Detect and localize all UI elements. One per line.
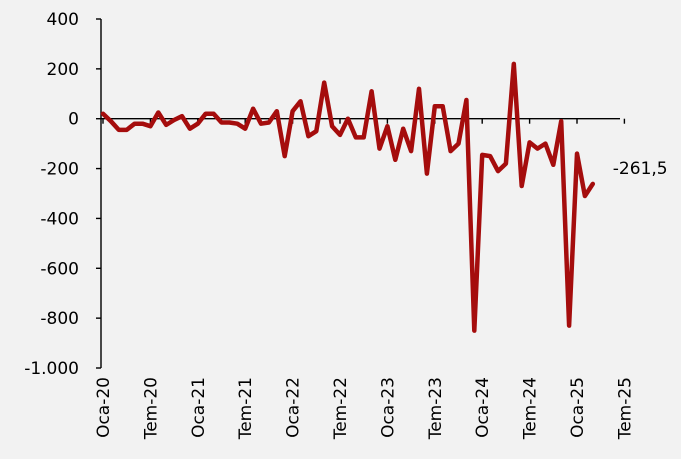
data-point — [260, 123, 262, 125]
data-point — [489, 155, 491, 157]
data-point — [331, 125, 333, 127]
x-axis: Oca-20 Tem-20 Oca-21 Tem-21 Oca-22 Tem-22 Oca-… — [94, 118, 635, 440]
data-point — [560, 120, 562, 122]
data-point — [363, 136, 365, 138]
data-point — [300, 100, 301, 102]
x-tick-label: Oca-20 — [94, 377, 114, 438]
x-tick-label: Oca-21 — [189, 377, 209, 438]
data-point — [347, 118, 349, 120]
data-point — [473, 330, 475, 332]
data-point — [197, 123, 199, 125]
y-tick-label: -1.000 — [24, 359, 79, 379]
data-point — [244, 128, 246, 130]
data-point — [410, 150, 412, 152]
data-point — [213, 113, 215, 115]
data-point — [418, 88, 420, 90]
x-tick-label: Oca-23 — [378, 377, 398, 438]
y-tick-label: -800 — [40, 309, 79, 329]
data-point — [292, 110, 294, 112]
data-point — [513, 63, 515, 65]
data-point — [102, 113, 104, 115]
data-point — [576, 153, 578, 155]
series-layer — [100, 61, 596, 333]
data-point — [426, 173, 428, 175]
data-point — [402, 128, 404, 130]
series-line — [100, 61, 596, 333]
data-point — [442, 105, 444, 107]
data-point — [205, 113, 207, 115]
data-point — [568, 325, 570, 327]
data-point — [181, 115, 183, 117]
data-point — [315, 130, 317, 132]
data-point — [323, 82, 325, 84]
x-tick-label: Oca-25 — [568, 377, 588, 438]
x-tick-label: Tem-25 — [615, 377, 635, 440]
data-point — [221, 122, 222, 123]
data-point — [189, 128, 191, 130]
x-tick-label: Oca-24 — [473, 377, 493, 438]
data-point — [394, 159, 396, 161]
data-point — [371, 90, 373, 92]
data-point — [307, 135, 309, 137]
data-point — [118, 129, 120, 131]
data-point — [458, 143, 459, 145]
x-tick-label: Tem-22 — [331, 377, 351, 440]
y-axis: 400 200 0 -200 -400 -600 -800 -1.000 — [24, 10, 102, 379]
data-point — [110, 120, 112, 122]
data-point — [497, 170, 499, 172]
data-point — [134, 123, 136, 125]
data-point — [236, 123, 238, 125]
y-tick-label: -200 — [40, 160, 79, 180]
data-point — [505, 163, 507, 165]
data-point — [355, 136, 357, 138]
last-value-label: -261,5 — [613, 159, 668, 179]
data-point — [592, 183, 594, 185]
data-point — [537, 148, 538, 150]
y-tick-label: 0 — [68, 110, 79, 130]
data-point — [228, 122, 230, 123]
y-tick-label: -400 — [40, 209, 79, 229]
data-point — [386, 125, 388, 127]
data-point — [126, 129, 128, 131]
data-point — [142, 123, 143, 125]
data-point — [481, 154, 483, 156]
data-point — [149, 125, 151, 127]
data-point — [284, 155, 286, 157]
y-tick-label: -600 — [40, 259, 79, 279]
data-point — [584, 195, 586, 197]
data-point — [276, 110, 278, 112]
data-point — [529, 141, 531, 143]
data-point — [434, 105, 436, 107]
data-point — [173, 119, 175, 121]
y-tick-label: 200 — [47, 60, 79, 80]
data-point — [450, 150, 452, 152]
data-point — [544, 143, 546, 145]
data-point — [157, 112, 159, 113]
x-tick-label: Tem-21 — [236, 377, 256, 440]
x-tick-label: Tem-23 — [426, 377, 446, 440]
data-point — [465, 99, 467, 101]
data-point — [339, 134, 341, 136]
data-point — [379, 148, 380, 150]
data-point — [165, 124, 167, 126]
x-tick-label: Oca-22 — [284, 377, 304, 438]
data-point — [521, 185, 523, 187]
data-point — [552, 164, 554, 166]
data-point — [268, 122, 270, 123]
x-tick-label: Tem-24 — [521, 377, 541, 440]
y-tick-label: 400 — [47, 10, 79, 30]
x-tick-label: Tem-20 — [141, 377, 161, 440]
data-point — [252, 108, 254, 110]
